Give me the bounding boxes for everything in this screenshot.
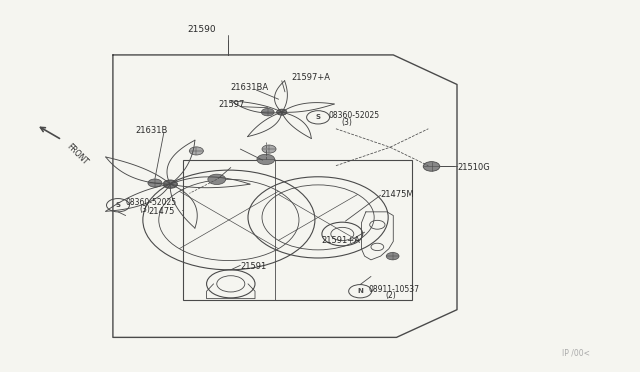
Circle shape	[257, 154, 275, 164]
Circle shape	[148, 179, 162, 187]
Text: S: S	[316, 114, 321, 120]
Bar	[183, 160, 412, 301]
Text: 21590: 21590	[188, 25, 216, 33]
Text: 21631B: 21631B	[135, 126, 168, 135]
Text: 21591: 21591	[241, 262, 267, 270]
Circle shape	[262, 145, 276, 153]
Text: S: S	[115, 202, 120, 208]
Text: 21631BA: 21631BA	[231, 83, 269, 92]
Text: (3): (3)	[139, 205, 150, 214]
Circle shape	[261, 109, 274, 116]
Circle shape	[387, 253, 399, 260]
Text: 21597: 21597	[218, 100, 244, 109]
Text: 08911-10537: 08911-10537	[369, 285, 419, 294]
Text: N: N	[357, 288, 363, 294]
Text: 21475M: 21475M	[381, 190, 414, 199]
Text: IP /00<: IP /00<	[562, 349, 590, 358]
Circle shape	[423, 161, 440, 171]
Text: 21475: 21475	[148, 207, 174, 217]
Circle shape	[164, 180, 177, 188]
Circle shape	[276, 109, 287, 115]
Circle shape	[208, 174, 226, 185]
Text: FRONT: FRONT	[65, 142, 90, 167]
Text: 21591+A: 21591+A	[321, 236, 360, 245]
Text: (3): (3)	[342, 118, 353, 127]
Text: 21510G: 21510G	[457, 163, 490, 172]
Text: (2): (2)	[386, 291, 396, 300]
Circle shape	[189, 147, 204, 155]
Text: 08360-52025: 08360-52025	[328, 111, 380, 121]
Text: 21597+A: 21597+A	[291, 73, 330, 81]
Text: 08360-52025: 08360-52025	[125, 198, 177, 207]
